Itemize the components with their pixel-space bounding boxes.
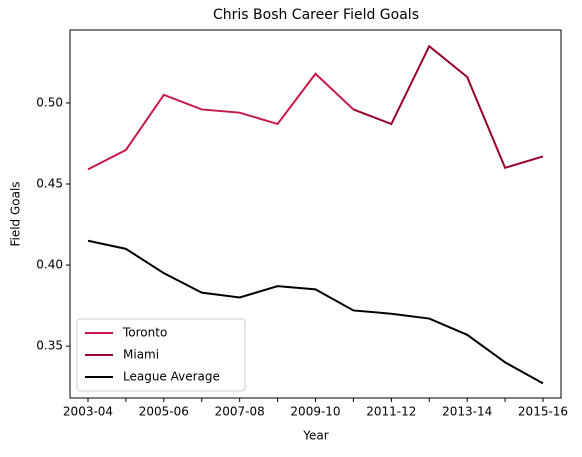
x-tick-label: 2015-16 [518, 405, 568, 419]
legend-label: Miami [123, 348, 159, 362]
x-tick-label: 2003-04 [63, 405, 113, 419]
y-tick-label: 0.40 [36, 258, 63, 272]
x-tick-label: 2009-10 [290, 405, 340, 419]
chart-title: Chris Bosh Career Field Goals [213, 7, 419, 23]
legend-label: League Average [123, 370, 220, 384]
line-series [87, 72, 355, 171]
x-axis-label: Year [302, 429, 328, 443]
y-axis-label: Field Goals [9, 181, 23, 246]
x-tick-label: 2007-08 [215, 405, 265, 419]
x-tick-label: 2011-12 [366, 405, 416, 419]
line-series [353, 44, 544, 170]
y-tick-label: 0.35 [36, 339, 63, 353]
plot-frame [69, 29, 562, 399]
legend-label: Toronto [122, 326, 167, 340]
x-tick-label: 2005-06 [139, 405, 189, 419]
y-tick-label: 0.45 [36, 177, 63, 191]
y-tick-label: 0.50 [36, 95, 63, 109]
legend-box [76, 318, 246, 392]
line-series [87, 239, 544, 385]
x-tick-label: 2013-14 [442, 405, 492, 419]
